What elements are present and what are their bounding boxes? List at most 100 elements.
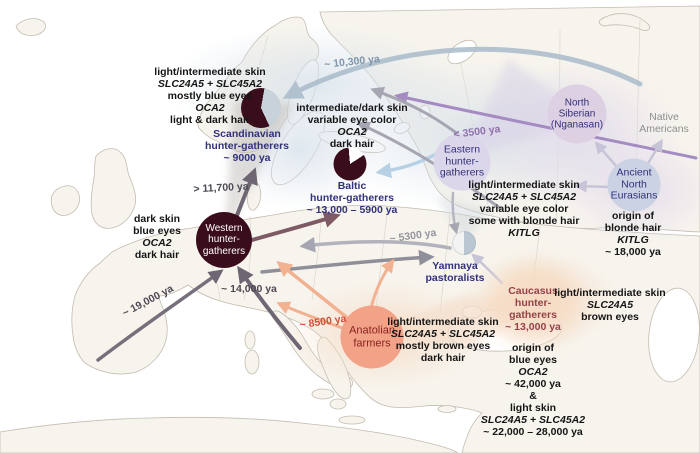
annotation-ehg-phenotype: light/intermediate skin SLC24A5 + SLC45A… xyxy=(468,179,579,239)
date-label: ~ 9000 ya xyxy=(223,152,271,165)
peloponnese xyxy=(329,398,347,410)
gene-label: SLC24A5 xyxy=(586,298,634,311)
north-africa xyxy=(0,416,459,453)
annotation-origin-blonde-hair: origin of blonde hair KITLG ~ 18,000 ya xyxy=(605,210,662,258)
western-hunter-gatherers-bubble: Western hunter- gatherers xyxy=(196,212,252,268)
migration-arrow-whg-scandinavia-11700 xyxy=(234,167,258,220)
annotation-line: brown eyes xyxy=(581,311,639,324)
population-label: hunter-gatherers xyxy=(309,191,395,204)
population-label: North xyxy=(564,97,590,109)
population-label: hunter- xyxy=(445,155,479,168)
ancient-north-eurasians-bubble: Ancient North Eurasians xyxy=(607,158,661,212)
migration-arrow-anatolia-balkans-2 xyxy=(276,301,350,332)
label-baltic-hunter-gatherers: Baltic hunter-gatherers ~ 13,000 – 5900 … xyxy=(307,180,398,216)
annotation-line: light/intermediate skin xyxy=(387,315,499,328)
corsica xyxy=(244,330,256,350)
annotation-anatolian-phenotype: light/intermediate skin SLC24A5 + SLC45A… xyxy=(387,316,498,364)
anatolian-farmers-bubble: Anatolian farmers xyxy=(340,305,404,369)
date-label: ~ 22,000 – 28,000 ya xyxy=(483,426,583,439)
north-siberian-bubble: North Siberian (Nganasan) xyxy=(547,84,607,144)
ireland xyxy=(50,185,80,216)
migration-arrow-anatolia-balkans-1 xyxy=(276,261,352,322)
date-label: ~ 13,000 ya xyxy=(505,321,561,334)
annotation-line: origin of xyxy=(511,341,554,354)
annotation-line: mostly brown eyes xyxy=(395,340,491,352)
gene-label: SLC24A5 + SLC45A2 xyxy=(480,414,586,427)
population-label: gatherers xyxy=(202,245,246,257)
sicily xyxy=(311,388,335,400)
migration-arrow-ehg-baltic xyxy=(375,151,440,179)
population-label: Eastern xyxy=(443,143,481,156)
population-label: Anatolian xyxy=(349,324,395,337)
population-label: Western xyxy=(205,223,243,235)
migration-arrows xyxy=(96,46,698,362)
population-label: farmers xyxy=(353,337,391,349)
ehg-north-beam xyxy=(462,58,588,160)
migration-arrow-ane-north-siberian xyxy=(594,141,619,169)
population-label: gatherers xyxy=(439,166,485,179)
annotation-line: variable eye color xyxy=(307,113,397,126)
population-label: hunter-gatherers xyxy=(204,139,290,152)
gene-label: SLC24A5 + SLC45A2 xyxy=(390,327,496,340)
date-label: ~ 13,000 – 5900 ya xyxy=(306,204,398,217)
annotation-line: dark hair xyxy=(329,138,375,151)
population-label: Americans xyxy=(639,123,689,135)
migration-arrow-italy-14000 xyxy=(237,265,302,350)
annotation-line: some with blonde hair xyxy=(468,215,580,228)
gene-label: KITLG xyxy=(508,227,540,240)
annotation-line: & xyxy=(529,390,537,402)
yamnaya-beam xyxy=(436,196,492,242)
gene-label: SLC24A5 + SLC45A2 xyxy=(471,190,577,203)
arrow-label-14000-ya: ~ 14,000 ya xyxy=(221,282,277,295)
migration-arrow-iberia-19000 xyxy=(96,269,224,362)
population-label: Yamnaya xyxy=(432,259,478,272)
annotation-line: dark hair xyxy=(134,249,180,262)
population-label: pastoralists xyxy=(425,272,485,284)
population-label: North xyxy=(621,178,647,191)
gene-label: SLC24A5 + SLC45A2 xyxy=(157,77,263,90)
scandinavian-ancestry-pie xyxy=(241,88,281,128)
annotation-line: intermediate/dark skin xyxy=(296,101,408,114)
label-native-americans: Native Americans xyxy=(639,111,689,135)
gene-label: OCA2 xyxy=(518,365,548,378)
population-label: Eurasians xyxy=(610,189,658,202)
cyprus xyxy=(437,405,457,413)
annotation-line: blue eyes xyxy=(509,353,557,366)
annotation-whg-phenotype: dark skin blue eyes OCA2 dark hair xyxy=(133,213,181,261)
sardinia xyxy=(244,349,260,375)
population-label: Native xyxy=(649,110,679,123)
annotation-line: dark skin xyxy=(133,212,181,225)
migration-arrow-ehg-scandinavia-2 xyxy=(356,121,502,210)
annotation-line: dark hair xyxy=(420,352,466,365)
crete xyxy=(338,415,366,425)
annotation-line: variable eye color xyxy=(479,202,569,215)
migration-arrow-ane-ehg xyxy=(574,180,612,193)
annotation-line: light & dark hair xyxy=(170,114,250,127)
annotation-line: light/intermediate skin xyxy=(554,286,666,299)
gene-label: KITLG xyxy=(617,234,649,246)
annotation-line: mostly blue eyes xyxy=(167,89,253,102)
annotation-baltic-phenotype: intermediate/dark skin variable eye colo… xyxy=(296,102,407,150)
annotation-origin-blue-eyes-light-skin: origin of blue eyes OCA2 ~ 42,000 ya & l… xyxy=(481,342,585,439)
britain xyxy=(90,148,137,229)
label-yamnaya-pastoralists: Yamnaya pastoralists xyxy=(426,260,485,284)
migration-arrow-ehg-yamnaya xyxy=(448,191,460,235)
population-label: Ancient xyxy=(616,166,652,179)
gene-label: OCA2 xyxy=(337,126,367,138)
population-label: hunter- xyxy=(208,234,240,246)
novaya-zemlya xyxy=(598,13,650,31)
annotation-line: light skin xyxy=(509,402,557,415)
annotation-caucasus-phenotype: light/intermediate skin SLC24A5 brown ey… xyxy=(554,287,665,323)
label-caucasus-hunter-gatherers: Caucasus hunter- gatherers ~ 13,000 ya xyxy=(505,285,561,333)
population-label: gatherers xyxy=(509,309,557,321)
population-label: (Nganasan) xyxy=(550,119,604,131)
date-label: ~ 18,000 ya xyxy=(605,246,661,259)
annotation-line: light/intermediate skin xyxy=(154,65,266,78)
migration-arrow-ane-native-americans xyxy=(645,138,663,167)
annotation-line: blue eyes xyxy=(133,224,181,237)
migration-arrow-whg-baltic xyxy=(250,211,341,242)
eastern-hunter-gatherers-bubble: Eastern hunter- gatherers xyxy=(433,133,491,191)
gene-label: OCA2 xyxy=(195,102,225,115)
date-label: ~ 42,000 ya xyxy=(505,377,561,390)
